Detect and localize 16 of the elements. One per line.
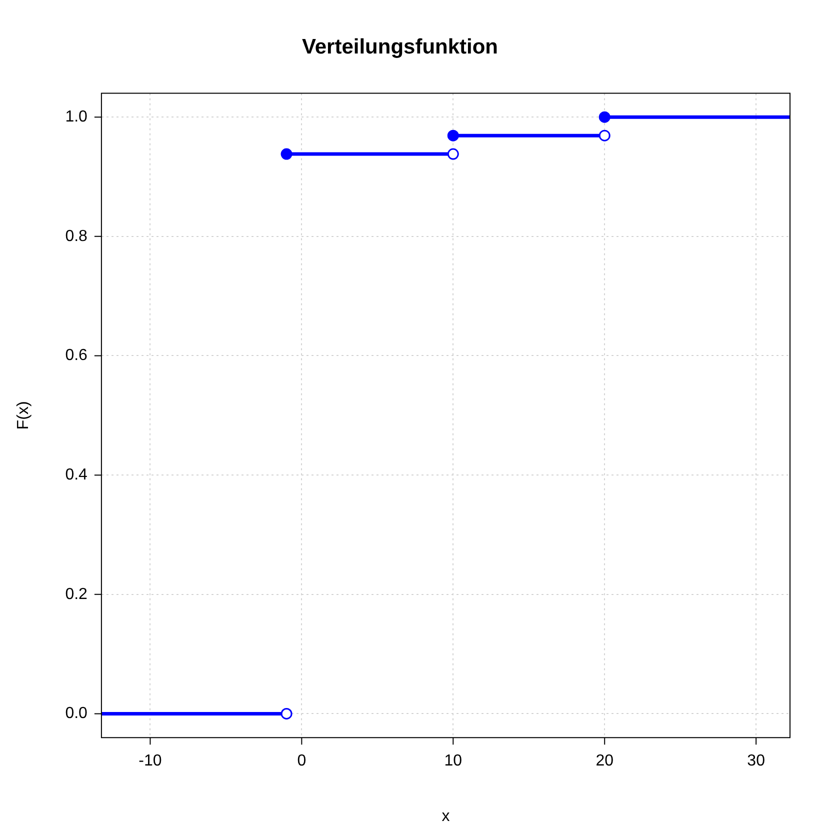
x-axis-title: x [442,808,450,825]
y-tick-label: 0.4 [65,466,88,484]
chart-title: Verteilungsfunktion [302,35,498,58]
x-tick-label: 30 [747,752,766,770]
x-tick-label: 20 [596,752,614,770]
x-tick-label: -10 [138,752,162,770]
y-tick-label: 1.0 [65,108,88,126]
y-tick-label: 0.0 [65,705,88,722]
y-tick-label: 0.8 [65,228,88,245]
point [598,111,610,123]
x-tick-label: 0 [297,752,306,770]
y-tick-label: 0.2 [65,586,88,603]
x-tick-label: 10 [444,752,462,770]
y-axis-title: F(x) [15,401,32,430]
y-tick-label: 0.6 [65,347,88,364]
point [280,708,292,720]
